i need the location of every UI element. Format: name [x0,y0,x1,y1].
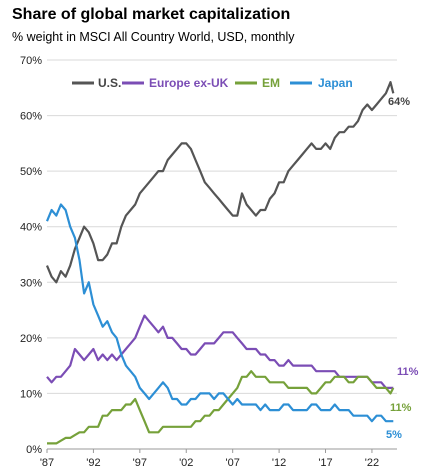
legend-label: EM [262,76,280,90]
y-tick-label: 40% [20,222,42,234]
y-tick-label: 20% [20,333,42,345]
series-line-europe-ex-uk [46,314,394,389]
series-line-u-s- [45,81,395,284]
y-tick-label: 70% [20,55,42,67]
legend-label: U.S. [98,76,121,90]
end-value-label: 5% [386,429,402,441]
x-tick-label: '92 [86,457,100,469]
x-tick-label: '12 [272,457,286,469]
x-tick-label: '07 [226,457,240,469]
x-tick-label: '17 [318,457,332,469]
x-tick-label: '87 [40,457,54,469]
chart-subtitle: % weight in MSCI All Country World, USD,… [12,30,295,44]
series-line-em [47,370,395,445]
y-tick-label: 50% [20,166,42,178]
x-tick-label: '22 [365,457,379,469]
y-tick-label: 0% [26,444,42,456]
x-tick-label: '97 [133,457,147,469]
x-tick-label: '02 [179,457,193,469]
y-tick-label: 10% [20,388,42,400]
end-value-label: 64% [388,96,410,108]
end-value-label: 11% [397,366,419,378]
series-line-japan [45,203,394,423]
y-tick-label: 30% [20,277,42,289]
chart-title: Share of global market capitalization [12,6,291,23]
legend-label: Europe ex-UK [149,76,229,90]
legend-label: Japan [318,76,353,90]
y-tick-label: 60% [20,111,42,123]
end-value-label: 11% [390,402,412,414]
